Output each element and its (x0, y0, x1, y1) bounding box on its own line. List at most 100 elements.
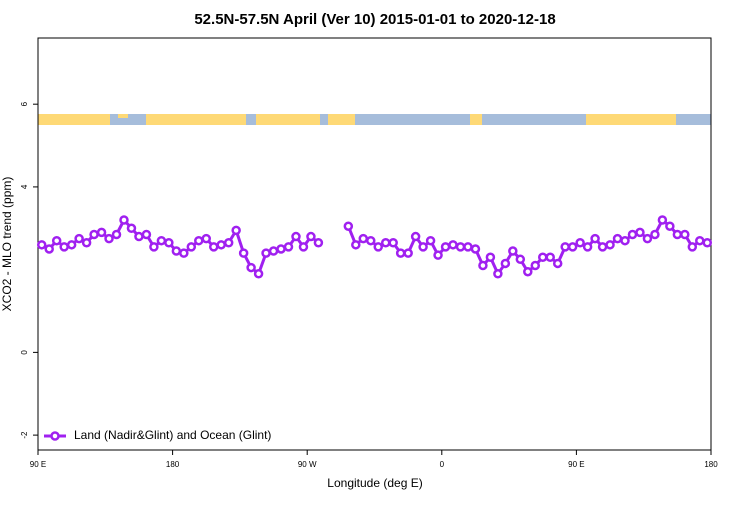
point (164, 238, 174, 248)
point (313, 238, 324, 248)
point (403, 248, 413, 258)
land-band (328, 114, 355, 125)
point (66, 240, 77, 250)
point (156, 235, 167, 246)
point (552, 258, 563, 269)
land-ocean-strip (38, 114, 711, 125)
point (119, 215, 129, 225)
point (343, 221, 354, 231)
land-band (470, 114, 482, 125)
point (366, 235, 376, 246)
point (635, 227, 645, 238)
land-band (256, 114, 320, 125)
point (208, 242, 219, 252)
point (582, 242, 593, 252)
point (36, 240, 47, 250)
point (515, 254, 526, 265)
point (650, 229, 660, 240)
point (440, 242, 451, 252)
point (74, 233, 84, 244)
point (306, 231, 316, 242)
point (418, 242, 428, 252)
point (523, 266, 533, 277)
point (702, 238, 713, 248)
point (104, 233, 114, 244)
point (575, 238, 585, 248)
point (455, 242, 466, 252)
x-axis-label: Longitude (deg E) (327, 476, 422, 490)
point (268, 246, 279, 256)
point (126, 223, 137, 234)
point (96, 227, 107, 238)
point (59, 242, 69, 252)
y-tick-label: 0 (20, 350, 29, 355)
point (194, 235, 204, 246)
point (410, 231, 421, 242)
point (463, 242, 473, 252)
point (388, 238, 398, 248)
land-band (586, 114, 676, 125)
legend-label: Land (Nadir&Glint) and Ocean (Glint) (74, 428, 271, 442)
point (395, 248, 406, 258)
point (485, 252, 496, 262)
point (448, 240, 458, 250)
point (612, 233, 623, 244)
point (433, 250, 443, 260)
y-tick-label: -2 (20, 431, 29, 439)
ocean-band (38, 114, 711, 125)
point (657, 215, 668, 225)
land-band (38, 114, 110, 125)
point (687, 242, 698, 252)
point (425, 235, 436, 246)
point (223, 238, 234, 248)
point (620, 235, 630, 246)
point (238, 248, 249, 258)
point (545, 252, 555, 262)
point (538, 252, 548, 262)
point (597, 242, 608, 252)
point (186, 242, 197, 252)
point (298, 242, 309, 252)
point (246, 262, 256, 273)
point (478, 260, 488, 271)
land-band (146, 114, 246, 125)
point (672, 229, 683, 240)
y-axis-label: XCO2 - MLO trend (ppm) (0, 177, 14, 312)
y-tick-label: 6 (20, 101, 29, 106)
point (642, 233, 653, 244)
point (605, 240, 615, 250)
point (665, 221, 675, 231)
point (111, 229, 122, 240)
land-band (118, 114, 128, 118)
x-tick-label: 90 E (30, 460, 46, 469)
point (590, 233, 600, 244)
point (179, 248, 189, 258)
point (134, 231, 144, 242)
point (695, 235, 705, 246)
point (291, 231, 301, 242)
point (231, 225, 241, 236)
x-tick-label: 180 (166, 460, 180, 469)
point (216, 240, 226, 250)
point (201, 233, 211, 244)
x-tick-label: 90 W (298, 460, 317, 469)
point (493, 269, 503, 279)
point (627, 229, 638, 240)
point (253, 269, 264, 279)
point (141, 229, 152, 240)
y-tick-label: 4 (20, 184, 29, 189)
point (261, 248, 271, 258)
point (44, 244, 54, 254)
point (560, 242, 570, 252)
x-tick-label: 90 E (568, 460, 584, 469)
point (358, 233, 369, 244)
point (380, 238, 391, 248)
x-tick-label: 0 (440, 460, 445, 469)
point (171, 246, 182, 256)
point (373, 242, 383, 252)
point (149, 242, 159, 252)
point (530, 260, 541, 271)
point (51, 235, 62, 246)
point (81, 238, 92, 248)
point (470, 244, 481, 254)
